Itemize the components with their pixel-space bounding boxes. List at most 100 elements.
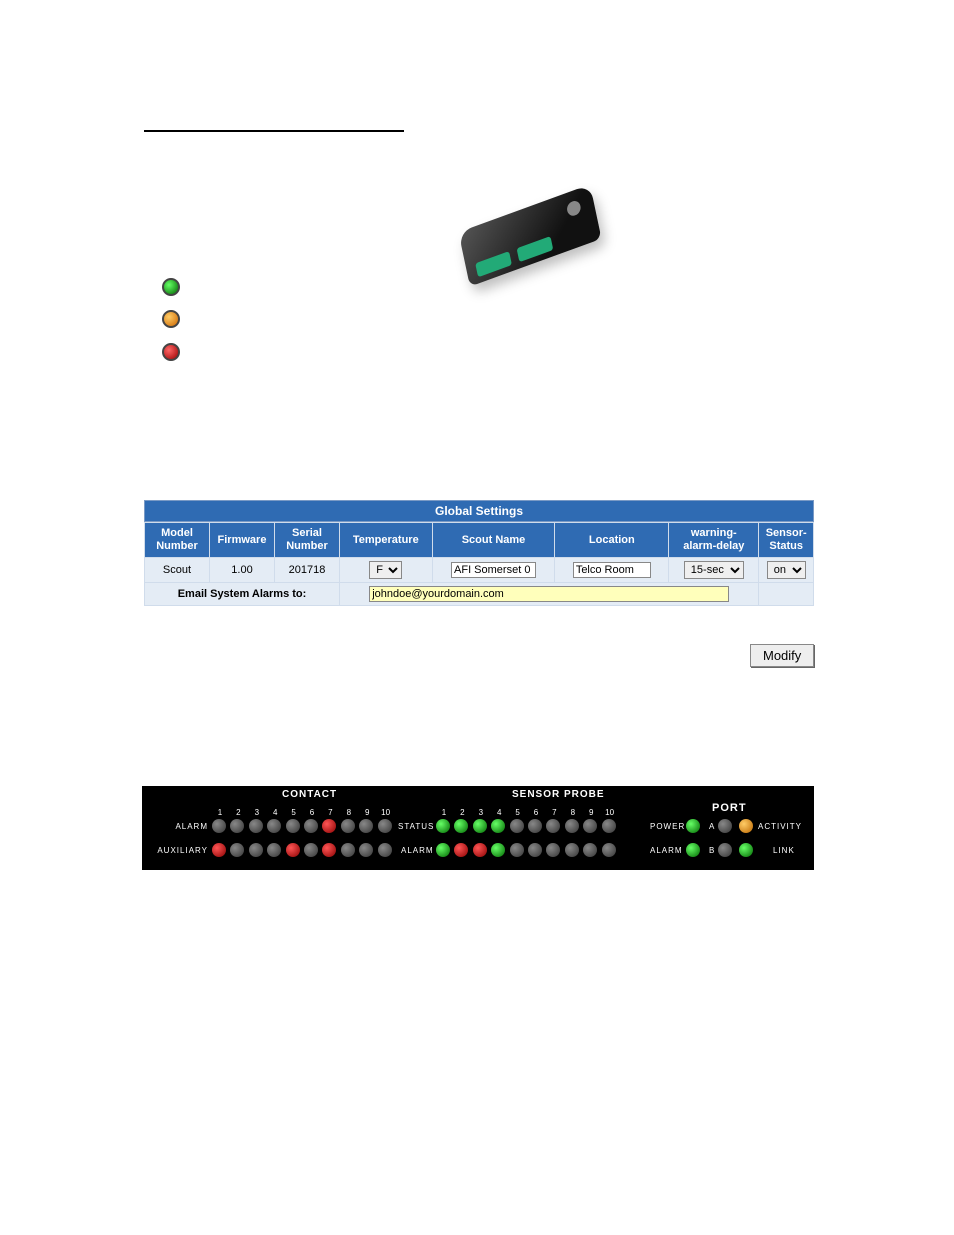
sensor-status-led-8 [565, 819, 579, 833]
contact-alarm-led-7 [322, 819, 336, 833]
port-a-led [718, 819, 732, 833]
label-activity: ACTIVITY [758, 822, 802, 831]
status-bullet-red [162, 343, 180, 361]
sensor-status-select[interactable]: on [767, 561, 806, 579]
label-status: STATUS [398, 822, 434, 831]
sensor-alarm-led-8 [565, 843, 579, 857]
status-bullet-orange [162, 310, 180, 328]
sensor-num-1: 1 [436, 808, 452, 817]
label-power: POWER [650, 822, 685, 831]
contact-num-10: 10 [378, 808, 394, 817]
contact-aux-led-5 [286, 843, 300, 857]
global-settings-panel: Global Settings ModelNumber Firmware Ser… [144, 500, 814, 606]
label-alarm: ALARM [168, 822, 208, 831]
col-loc: Location [555, 523, 669, 558]
product-image [440, 188, 620, 298]
sensor-status-led-3 [473, 819, 487, 833]
port-b-led [718, 843, 732, 857]
sensor-num-8: 8 [565, 808, 581, 817]
col-scout: Scout Name [432, 523, 555, 558]
contact-num-5: 5 [286, 808, 302, 817]
port-power-led [686, 819, 700, 833]
sensor-status-led-2 [454, 819, 468, 833]
global-settings-title: Global Settings [144, 500, 814, 522]
status-bullet-green [162, 278, 180, 296]
temp-select[interactable]: F [369, 561, 402, 579]
sensor-status-led-4 [491, 819, 505, 833]
sensor-alarm-led-2 [454, 843, 468, 857]
contact-num-2: 2 [230, 808, 246, 817]
label-auxiliary: AUXILIARY [151, 846, 208, 855]
cell-serial: 201718 [275, 558, 340, 583]
sensor-alarm-led-5 [510, 843, 524, 857]
sensor-num-7: 7 [546, 808, 562, 817]
sensor-num-10: 10 [602, 808, 618, 817]
sensor-alarm-led-1 [436, 843, 450, 857]
head-sensor: SENSOR PROBE [512, 789, 605, 800]
sensor-status-led-6 [528, 819, 542, 833]
contact-alarm-led-9 [359, 819, 373, 833]
label-alarm2: ALARM [401, 846, 434, 855]
cell-model: Scout [145, 558, 210, 583]
col-firmware: Firmware [210, 523, 275, 558]
contact-num-6: 6 [304, 808, 320, 817]
sensor-alarm-led-3 [473, 843, 487, 857]
contact-alarm-led-3 [249, 819, 263, 833]
sensor-alarm-led-9 [583, 843, 597, 857]
scout-name-input[interactable] [451, 562, 536, 578]
label-link: LINK [773, 846, 795, 855]
contact-aux-led-10 [378, 843, 392, 857]
contact-aux-led-1 [212, 843, 226, 857]
col-status: Sensor-Status [759, 523, 814, 558]
delay-select[interactable]: 15-sec [684, 561, 744, 579]
location-input[interactable] [573, 562, 651, 578]
contact-aux-led-7 [322, 843, 336, 857]
contact-aux-led-6 [304, 843, 318, 857]
col-model: ModelNumber [145, 523, 210, 558]
sensor-alarm-led-7 [546, 843, 560, 857]
contact-alarm-led-8 [341, 819, 355, 833]
label-a: A [709, 822, 715, 831]
contact-num-7: 7 [322, 808, 338, 817]
contact-aux-led-9 [359, 843, 373, 857]
global-settings-table: ModelNumber Firmware SerialNumber Temper… [144, 522, 814, 606]
contact-num-3: 3 [249, 808, 265, 817]
col-serial: SerialNumber [275, 523, 340, 558]
contact-alarm-led-10 [378, 819, 392, 833]
contact-alarm-led-1 [212, 819, 226, 833]
contact-num-1: 1 [212, 808, 228, 817]
contact-aux-led-4 [267, 843, 281, 857]
contact-alarm-led-6 [304, 819, 318, 833]
sensor-status-led-5 [510, 819, 524, 833]
label-alarm3: ALARM [650, 846, 683, 855]
contact-num-9: 9 [359, 808, 375, 817]
head-contact: CONTACT [282, 789, 337, 800]
sensor-status-led-10 [602, 819, 616, 833]
sensor-alarm-led-10 [602, 843, 616, 857]
port-activity-led [739, 819, 753, 833]
label-b: B [709, 846, 715, 855]
port-link-led [739, 843, 753, 857]
led-panel: CONTACT SENSOR PROBE PORT ALARM AUXILIAR… [142, 786, 814, 870]
col-delay: warning-alarm-delay [669, 523, 759, 558]
sensor-status-led-9 [583, 819, 597, 833]
contact-aux-led-8 [341, 843, 355, 857]
contact-alarm-led-4 [267, 819, 281, 833]
contact-aux-led-2 [230, 843, 244, 857]
sensor-num-6: 6 [528, 808, 544, 817]
col-temp: Temperature [340, 523, 433, 558]
sensor-num-9: 9 [583, 808, 599, 817]
sensor-num-5: 5 [510, 808, 526, 817]
sensor-alarm-led-4 [491, 843, 505, 857]
head-port: PORT [712, 802, 747, 814]
modify-button[interactable]: Modify [750, 644, 814, 667]
email-input[interactable] [369, 586, 729, 602]
contact-num-4: 4 [267, 808, 283, 817]
sensor-status-led-1 [436, 819, 450, 833]
port-alarm-led [686, 843, 700, 857]
contact-aux-led-3 [249, 843, 263, 857]
contact-num-8: 8 [341, 808, 357, 817]
sensor-status-led-7 [546, 819, 560, 833]
cell-firmware: 1.00 [210, 558, 275, 583]
contact-alarm-led-5 [286, 819, 300, 833]
